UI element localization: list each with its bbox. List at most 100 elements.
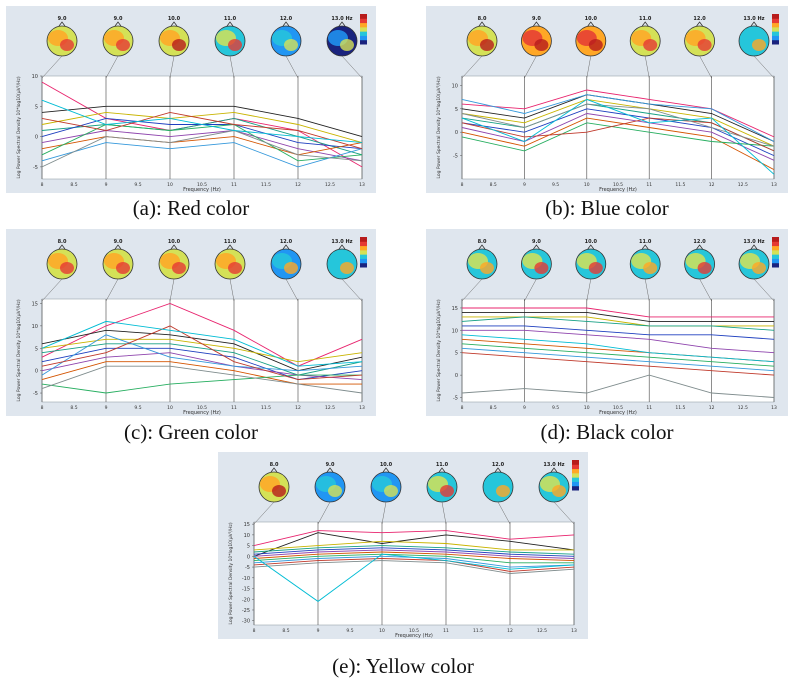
topomap-label: 11.0: [224, 239, 237, 245]
topomap-label: 12.0: [492, 462, 505, 468]
colorbar-segment: [772, 18, 779, 24]
topomap-region: [440, 485, 454, 497]
y-tick-label: 5: [247, 544, 250, 550]
x-tick-label: 9: [105, 182, 108, 188]
x-tick-label: 10: [584, 405, 590, 411]
topomap: 11.0: [629, 16, 661, 57]
topomap-connector: [461, 278, 483, 302]
series-line: [41, 142, 363, 168]
topomap-nose: [587, 244, 595, 250]
topomap-connector: [169, 278, 175, 302]
series-line: [253, 560, 575, 574]
plot-area: [253, 521, 575, 626]
caption-a: (a): Red color: [132, 196, 250, 220]
x-tick-label: 9.5: [134, 182, 141, 188]
topomap-nose: [114, 21, 122, 27]
colorbar-segment: [572, 481, 579, 487]
colorbar-segment: [360, 35, 367, 41]
series-line: [41, 111, 363, 144]
topomap-label: 8.0: [478, 239, 487, 245]
colorbar-segment: [772, 14, 779, 19]
topomap: 10.0: [370, 462, 402, 503]
series-line: [461, 113, 775, 161]
topomap: 12.0: [684, 239, 716, 280]
topomap-label: 10.0: [168, 239, 181, 245]
y-axis-label: Log Power Spectral Density 10*log10(μV²/…: [436, 76, 442, 178]
y-tick-label: -5: [33, 165, 38, 171]
x-tick-label: 11: [646, 405, 652, 411]
x-tick-label: 10.5: [613, 182, 623, 188]
y-tick-label: 0: [455, 373, 458, 379]
topomap-nose: [114, 244, 122, 250]
colorbar-segment: [772, 254, 779, 259]
topomap-region: [643, 39, 658, 51]
colorbar-segment: [772, 22, 779, 28]
topomap-label: 11.0: [224, 16, 237, 22]
series-line: [253, 532, 575, 557]
topomap-connector: [105, 278, 119, 302]
series-line: [41, 105, 363, 138]
topomap-connector: [699, 55, 712, 79]
y-tick-label: 0: [247, 554, 250, 560]
y-tick-label: -15: [242, 587, 250, 593]
x-tick-label: 11: [443, 628, 449, 634]
colorbar-segment: [360, 258, 367, 264]
x-axis-label: Frequency (Hz): [183, 410, 221, 416]
topomap-nose: [338, 244, 346, 250]
x-axis-label: Frequency (Hz): [183, 187, 221, 193]
x-tick-label: 13: [771, 405, 777, 411]
topomap-connector: [644, 55, 650, 79]
series-line: [461, 352, 775, 376]
topomap: 11.0: [214, 16, 246, 57]
caption-e: (e): Yellow color: [332, 654, 474, 678]
topomap-region: [534, 39, 549, 51]
colorbar-segment: [772, 26, 779, 32]
topomap: 9.0: [102, 239, 134, 280]
series-line: [41, 99, 363, 144]
panel-e-yellow: 8.0 9.0 10.0 11.0 12.0 13.0 Hz 15 10 5 0 -5 -10 -15 -…: [218, 452, 588, 639]
topomap-connector: [753, 278, 775, 302]
topomap-region: [116, 39, 130, 51]
topomap-region: [552, 485, 566, 497]
topomap: 13.0 Hz: [738, 16, 770, 57]
x-tick-label: 9.5: [552, 182, 559, 188]
series-line: [253, 530, 575, 547]
colorbar-segment: [772, 237, 779, 242]
x-tick-label: 10.5: [613, 405, 623, 411]
x-tick-label: 10.5: [197, 405, 207, 411]
topomap-region: [60, 262, 74, 274]
topomap-connector: [169, 55, 175, 79]
caption-d: (d): Black color: [540, 420, 674, 444]
series-line: [41, 320, 363, 367]
series-line: [462, 316, 774, 327]
topomap-nose: [641, 244, 649, 250]
colorbar-segment: [772, 258, 779, 264]
topomap-nose: [338, 21, 346, 27]
x-tick-label: 8.5: [70, 182, 77, 188]
series-line: [41, 352, 363, 381]
topomap-label: 10.0: [380, 462, 393, 468]
topomap-nose: [696, 21, 703, 27]
y-tick-label: 15: [452, 306, 458, 312]
colorbar-segment: [360, 249, 367, 255]
topomap-region: [384, 485, 398, 497]
x-tick-label: 12.5: [325, 405, 335, 411]
x-tick-label: 8.5: [490, 182, 497, 188]
y-tick-label: 15: [32, 301, 38, 307]
series-line: [41, 136, 363, 156]
colorbar-segment: [772, 241, 779, 247]
topomap-region: [228, 39, 242, 51]
series-line: [461, 334, 775, 363]
x-tick-label: 11.5: [261, 405, 271, 411]
colorbar-segment: [360, 22, 367, 28]
topomap: 13.0 Hz: [326, 16, 358, 57]
x-tick-label: 11.5: [261, 182, 271, 188]
topomap-label: 13.0 Hz: [743, 16, 764, 22]
x-axis-label: Frequency (Hz): [599, 410, 637, 416]
y-tick-label: -5: [33, 391, 38, 397]
topomap-nose: [533, 244, 540, 250]
x-tick-label: 12.5: [537, 628, 547, 634]
series-line: [461, 103, 775, 147]
